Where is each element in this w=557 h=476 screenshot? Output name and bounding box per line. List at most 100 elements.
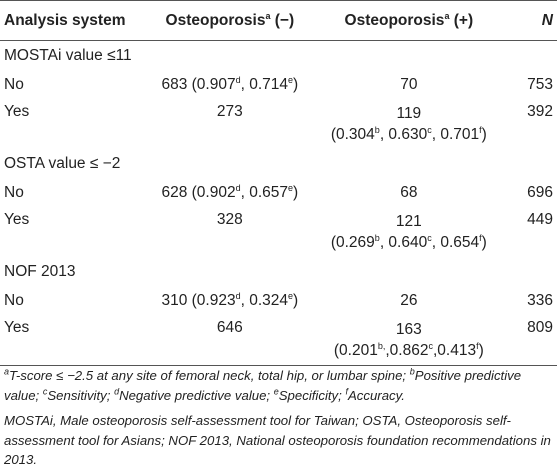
section-title-nof: NOF 2013 [4, 263, 76, 280]
cell-neg: 310 (0.923d, 0.324e) [150, 287, 309, 315]
cell-neg: 328 [216, 211, 243, 228]
row-label: No [4, 184, 24, 201]
cell-value: (0.269 [330, 234, 375, 251]
header-osteoporosis-negative: Osteoporosisa (−) [150, 0, 310, 41]
cell-value: , 0.701 [431, 126, 480, 143]
cell-sup: b [374, 124, 380, 135]
cell-pos: 26 [400, 292, 418, 309]
cell-value: ) [481, 126, 487, 143]
header-neg-suffix: (−) [270, 11, 295, 29]
cell-value: , 0.324 [240, 292, 289, 309]
cell-value: , 0.714 [240, 76, 289, 93]
header-pos-sup: a [444, 10, 450, 21]
row-label: Yes [4, 211, 30, 228]
cell-value: 121 [395, 213, 422, 230]
cell-value: , 0.657 [240, 184, 289, 201]
footnote-definitions: aT-score ≤ −2.5 at any site of femoral n… [4, 366, 552, 405]
section-title-mostai: MOSTAi value ≤11 [4, 47, 132, 64]
footnote-sup: b [409, 366, 415, 377]
row-label: Yes [0, 315, 151, 366]
cell-sup: c [427, 124, 432, 135]
section-row: NOF 2013 [0, 257, 557, 287]
row-label: Yes [4, 103, 30, 120]
cell-value: ) [478, 342, 484, 359]
header-n: N [508, 0, 557, 41]
row-label: No [4, 76, 24, 93]
cell-sup: e [288, 290, 294, 301]
cell-n: 392 [527, 103, 553, 120]
header-analysis-system: Analysis system [0, 0, 151, 41]
row-label: No [4, 292, 24, 309]
cell-neg: 646 [150, 315, 310, 366]
header-neg-sup: a [265, 10, 271, 21]
header-pos-suffix: (+) [449, 11, 474, 29]
cell-sup: e [288, 74, 294, 85]
cell-sup: d [235, 290, 241, 301]
footnote-text: Specificity; [278, 387, 346, 403]
cell-sup: d [235, 182, 241, 193]
cell-value: 163 [395, 321, 422, 338]
cell-sup: b [374, 232, 380, 243]
cell-n: 449 [527, 211, 553, 228]
header-neg-label: Osteoporosis [165, 11, 266, 29]
cell-value: 310 [161, 292, 188, 309]
footnote-text: Negative predictive value; [119, 387, 274, 403]
footnote-sup: a [4, 366, 10, 377]
table-footnotes: aT-score ≤ −2.5 at any site of femoral n… [4, 366, 552, 476]
footnote-text: Accuracy. [347, 387, 405, 403]
cell-n: 809 [508, 315, 557, 366]
cell-value: ) [481, 234, 487, 251]
cell-value: , 0.654 [431, 234, 480, 251]
cell-value: ) [293, 184, 299, 201]
cell-value: 119 [396, 105, 422, 122]
cell-pos: 68 [400, 184, 418, 201]
cell-value: 683 [161, 76, 188, 93]
cell-value: ) [293, 76, 299, 93]
results-table: Analysis system Osteoporosisa (−) Osteop… [0, 0, 557, 366]
table-row: Yes 646 163 (0.201b,,0.862c,0.413f) 809 [0, 315, 557, 366]
cell-pos: 121 (0.269b, 0.640c, 0.654f) [309, 207, 508, 257]
cell-neg: 628 (0.902d, 0.657e) [150, 179, 309, 207]
cell-value: (0.902 [187, 184, 236, 201]
cell-n: 753 [527, 76, 553, 93]
cell-value: (0.201 [333, 342, 378, 359]
cell-n: 696 [527, 184, 553, 201]
cell-value: , 0.630 [379, 126, 428, 143]
cell-sup: c [427, 232, 432, 243]
cell-value: (0.923 [187, 292, 236, 309]
footnote-abbreviations: MOSTAi, Male osteoporosis self-assessmen… [4, 413, 551, 467]
cell-sup: f [479, 124, 482, 135]
cell-sup: b, [377, 340, 386, 351]
table-row: Yes 328 121 (0.269b, 0.640c, 0.654f) 449 [0, 207, 557, 257]
table-row: No 628 (0.902d, 0.657e) 68 696 [0, 179, 557, 207]
cell-n: 336 [527, 292, 553, 309]
footnote-text: Sensitivity; [47, 387, 115, 403]
section-row: MOSTAi value ≤11 [0, 41, 557, 72]
cell-neg: 273 [216, 103, 243, 120]
table-row: No 683 (0.907d, 0.714e) 70 753 [0, 71, 557, 99]
cell-pos: 70 [400, 76, 418, 93]
cell-value: (0.304 [330, 126, 375, 143]
header-pos-label: Osteoporosis [344, 11, 445, 29]
footnote-sup: c [42, 386, 48, 397]
cell-value: (0.907 [187, 76, 236, 93]
cell-sup: f [476, 340, 479, 351]
cell-value: ) [293, 292, 299, 309]
cell-pos: 119 (0.304b, 0.630c, 0.701f) [309, 99, 508, 149]
footnote-sup: e [273, 386, 279, 397]
footnote-text: Positive predictive value; [4, 368, 522, 403]
cell-value: 628 [161, 184, 188, 201]
cell-value: ,0.862 [385, 342, 429, 359]
cell-pos: 163 (0.201b,,0.862c,0.413f) [309, 315, 509, 366]
cell-sup: d [235, 74, 241, 85]
header-osteoporosis-positive: Osteoporosisa (+) [309, 0, 509, 41]
footnote-sup: f [345, 386, 348, 397]
table-row: No 310 (0.923d, 0.324e) 26 336 [0, 287, 557, 315]
footnote-sup: d [114, 386, 120, 397]
section-row: OSTA value ≤ −2 [0, 149, 557, 179]
cell-sup: c [428, 340, 433, 351]
cell-value: ,0.413 [432, 342, 477, 359]
section-title-osta: OSTA value ≤ −2 [4, 155, 121, 172]
cell-sup: e [288, 182, 294, 193]
